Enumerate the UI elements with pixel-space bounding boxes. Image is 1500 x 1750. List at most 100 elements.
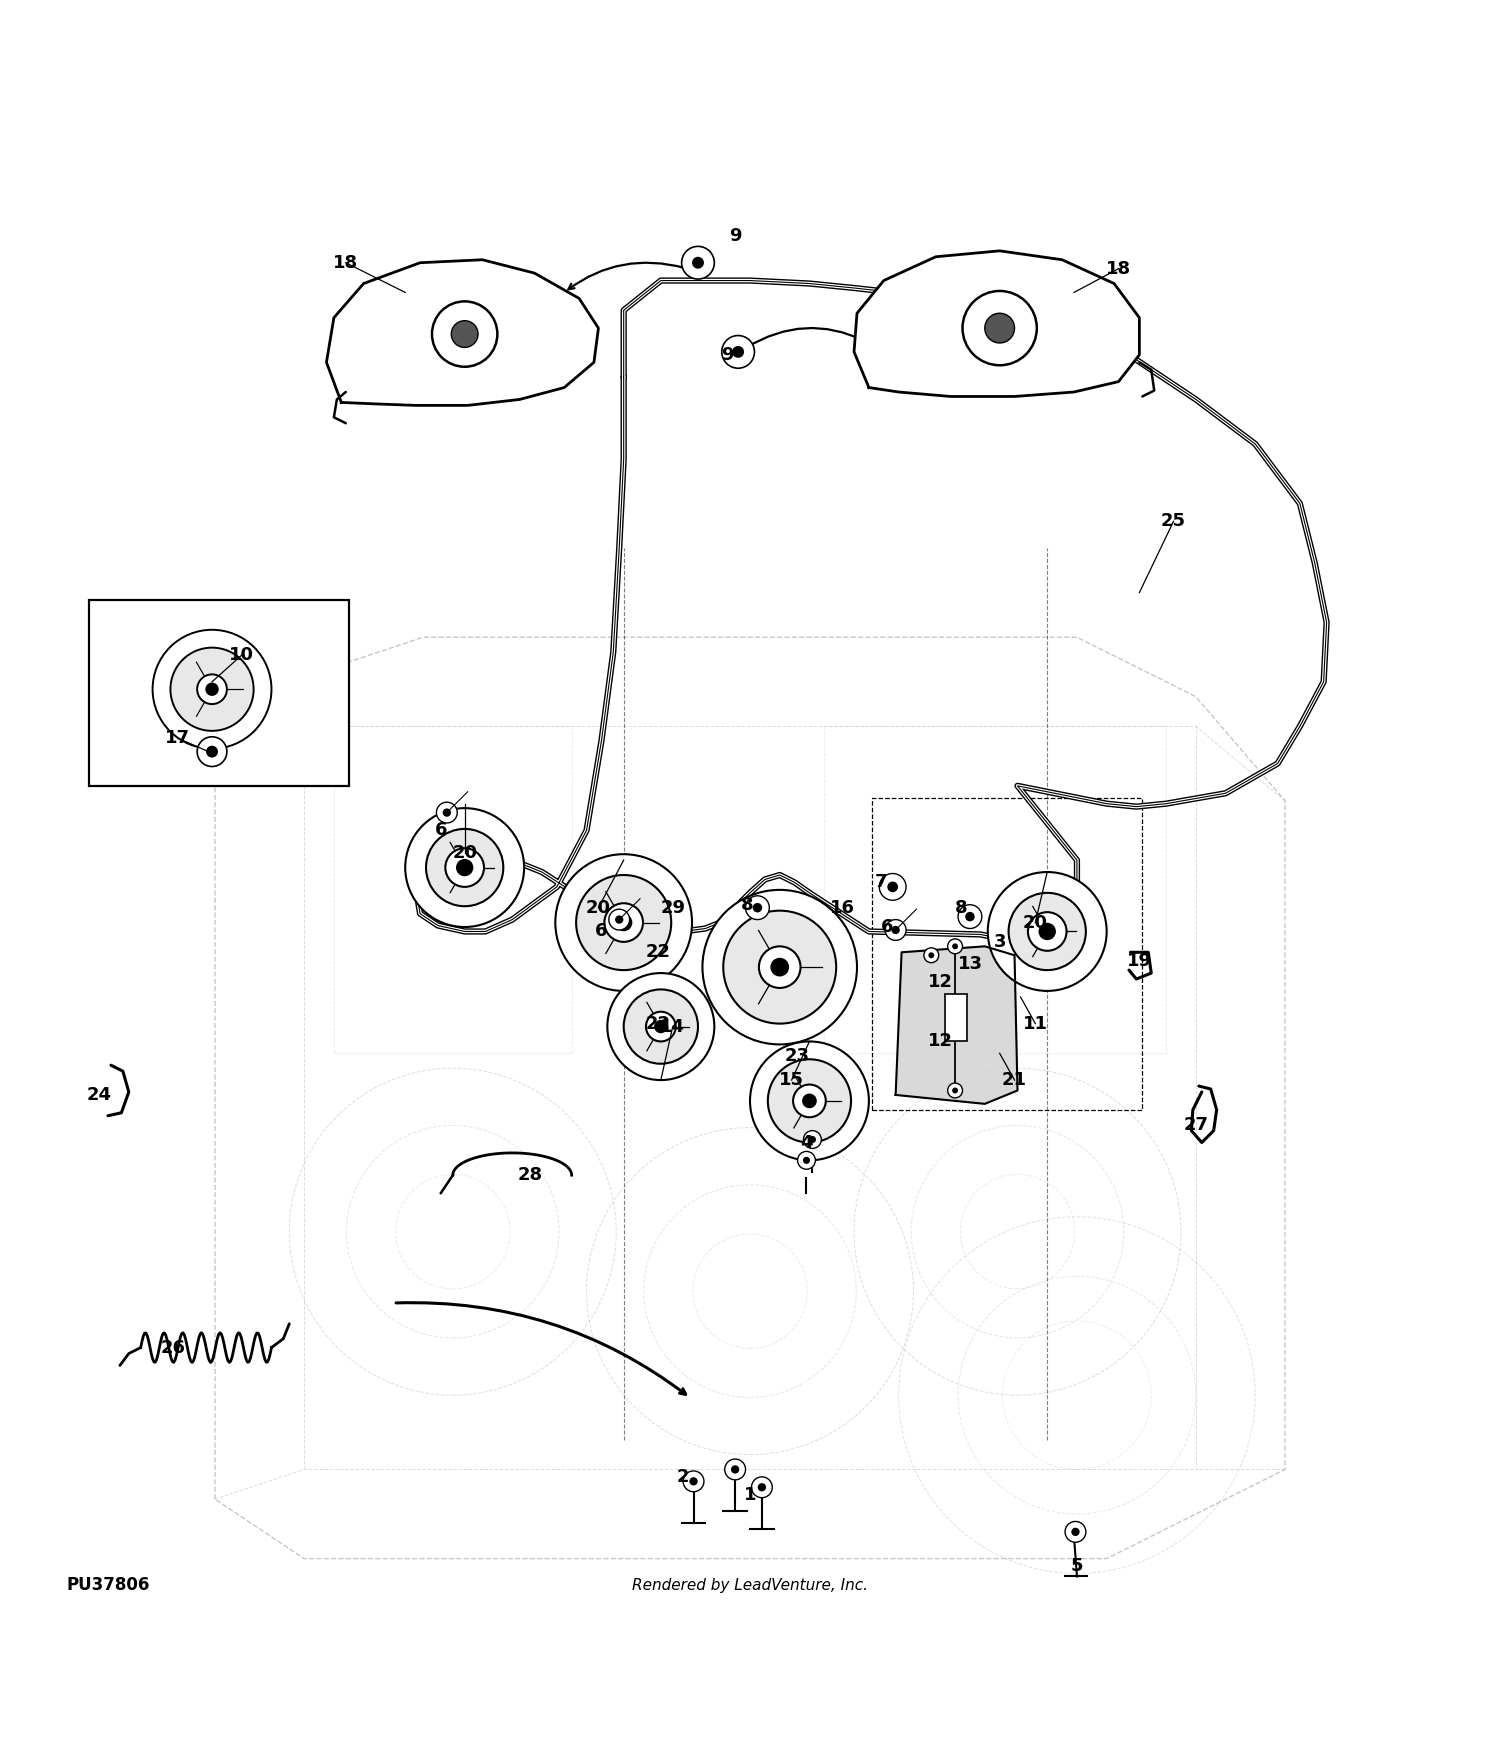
Text: 9: 9: [722, 346, 734, 364]
Polygon shape: [896, 947, 1017, 1104]
Text: 17: 17: [165, 730, 190, 747]
Circle shape: [808, 1136, 816, 1143]
Circle shape: [804, 1130, 822, 1148]
Text: PU37806: PU37806: [66, 1577, 150, 1594]
Circle shape: [963, 290, 1036, 366]
Circle shape: [442, 808, 452, 817]
Circle shape: [723, 910, 836, 1024]
Text: 18: 18: [333, 254, 358, 271]
Text: 1: 1: [744, 1486, 756, 1503]
Text: 13: 13: [957, 956, 982, 973]
Text: 20: 20: [452, 844, 477, 861]
Circle shape: [1065, 1521, 1086, 1542]
Circle shape: [891, 926, 900, 934]
Text: 16: 16: [830, 900, 855, 917]
Circle shape: [1028, 912, 1066, 950]
Text: 15: 15: [778, 1071, 804, 1088]
Polygon shape: [853, 250, 1140, 397]
Bar: [88, 600, 348, 786]
Circle shape: [452, 320, 478, 348]
Text: 28: 28: [518, 1166, 543, 1185]
Circle shape: [724, 1460, 746, 1480]
Text: 4: 4: [800, 1134, 813, 1152]
Text: 10: 10: [230, 646, 254, 663]
Circle shape: [1038, 922, 1056, 940]
Circle shape: [555, 854, 692, 990]
Circle shape: [802, 1094, 818, 1108]
Circle shape: [1008, 892, 1086, 970]
Text: 8: 8: [741, 896, 753, 914]
Circle shape: [615, 914, 633, 931]
Circle shape: [624, 989, 698, 1064]
Circle shape: [722, 336, 754, 368]
Circle shape: [732, 346, 744, 357]
Circle shape: [948, 1083, 963, 1097]
Circle shape: [1071, 1528, 1080, 1536]
Circle shape: [759, 947, 801, 989]
Circle shape: [608, 973, 714, 1080]
Polygon shape: [327, 259, 598, 406]
Circle shape: [964, 912, 975, 920]
Circle shape: [730, 1465, 740, 1474]
Circle shape: [746, 896, 770, 919]
Text: 8: 8: [954, 900, 968, 917]
Circle shape: [888, 882, 898, 892]
Text: 5: 5: [1071, 1558, 1083, 1575]
Text: 20: 20: [586, 900, 610, 917]
Circle shape: [928, 952, 934, 959]
Text: 29: 29: [660, 900, 686, 917]
Circle shape: [958, 905, 982, 929]
Circle shape: [692, 257, 703, 270]
Circle shape: [702, 889, 856, 1045]
Circle shape: [690, 1477, 698, 1486]
Circle shape: [682, 1472, 703, 1491]
Circle shape: [609, 910, 630, 929]
Circle shape: [794, 1085, 826, 1116]
Circle shape: [446, 849, 485, 887]
Circle shape: [576, 875, 670, 970]
Text: 20: 20: [1023, 914, 1048, 931]
Circle shape: [646, 1011, 675, 1041]
Circle shape: [986, 313, 1014, 343]
Circle shape: [206, 682, 219, 696]
Circle shape: [752, 1477, 772, 1498]
Circle shape: [171, 648, 254, 732]
Circle shape: [654, 1020, 668, 1032]
Text: 19: 19: [1126, 952, 1152, 970]
Text: 9: 9: [729, 228, 741, 245]
Text: 24: 24: [87, 1087, 111, 1104]
Text: 22: 22: [645, 1015, 670, 1032]
Circle shape: [426, 830, 504, 907]
Circle shape: [456, 859, 474, 877]
Text: 6: 6: [880, 919, 892, 936]
Circle shape: [196, 737, 226, 766]
Text: 2: 2: [676, 1468, 690, 1486]
Circle shape: [952, 1087, 958, 1094]
Circle shape: [798, 1152, 816, 1169]
Circle shape: [681, 247, 714, 278]
Text: 3: 3: [993, 933, 1006, 950]
Circle shape: [206, 746, 218, 758]
Text: 14: 14: [660, 1017, 686, 1036]
Circle shape: [771, 957, 789, 977]
Circle shape: [196, 674, 226, 704]
Text: 6: 6: [435, 821, 447, 840]
Circle shape: [885, 919, 906, 940]
Circle shape: [988, 872, 1107, 990]
Text: 21: 21: [1002, 1071, 1028, 1088]
Circle shape: [436, 802, 457, 822]
Circle shape: [153, 630, 272, 749]
Circle shape: [948, 940, 963, 954]
Text: 25: 25: [1161, 513, 1186, 530]
Circle shape: [615, 915, 624, 924]
Text: 27: 27: [1184, 1116, 1209, 1134]
Text: 12: 12: [927, 973, 952, 990]
Text: 22: 22: [645, 943, 670, 961]
Circle shape: [952, 943, 958, 949]
Bar: [871, 798, 1143, 1110]
Text: 12: 12: [927, 1032, 952, 1050]
Circle shape: [758, 1482, 766, 1491]
Circle shape: [879, 873, 906, 900]
Circle shape: [432, 301, 498, 368]
Circle shape: [768, 1059, 850, 1143]
